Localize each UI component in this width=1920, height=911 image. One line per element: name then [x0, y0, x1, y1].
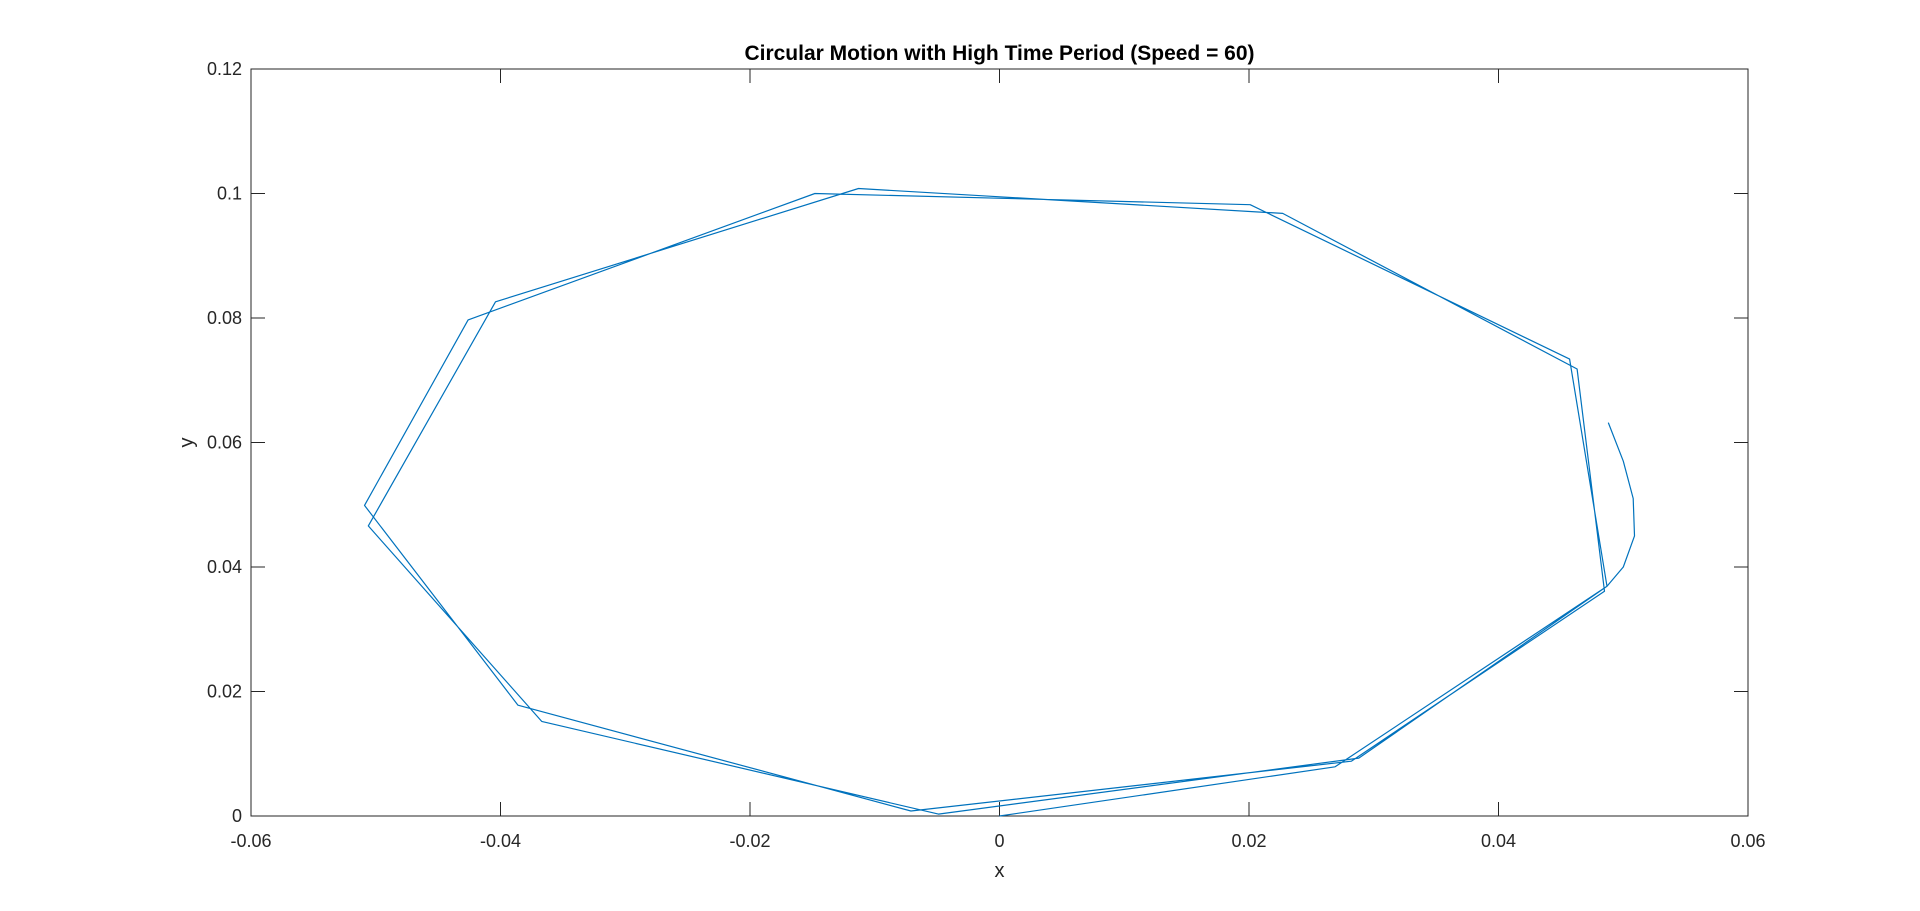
x-tick-label: -0.02 [729, 831, 770, 851]
y-tick-label: 0.04 [207, 557, 242, 577]
x-tick-label: 0 [994, 831, 1004, 851]
x-tick-label: 0.02 [1231, 831, 1266, 851]
tick-labels: -0.06 -0.04 -0.02 0 0.02 0.04 0.06 0 0.02 0.04 0.0… [207, 59, 1766, 851]
series-group [363, 187, 1636, 817]
y-tick-label: 0.1 [217, 184, 242, 204]
y-tick-label: 0.08 [207, 308, 242, 328]
y-axis-label: y [176, 438, 198, 448]
y-tick-label: 0.02 [207, 682, 242, 702]
chart-title: Circular Motion with High Time Period (S… [744, 42, 1254, 65]
series-line [363, 187, 1636, 817]
x-tick-label: -0.06 [230, 831, 271, 851]
y-tick-label: 0.12 [207, 59, 242, 79]
y-tick-label: 0 [232, 806, 242, 826]
ticks [250, 68, 1749, 817]
y-tick-label: 0.06 [207, 433, 242, 453]
x-axis-label: x [995, 860, 1005, 882]
x-tick-label: 0.06 [1730, 831, 1765, 851]
axes-box [250, 68, 1749, 817]
x-tick-label: -0.04 [480, 831, 521, 851]
x-tick-label: 0.04 [1481, 831, 1516, 851]
